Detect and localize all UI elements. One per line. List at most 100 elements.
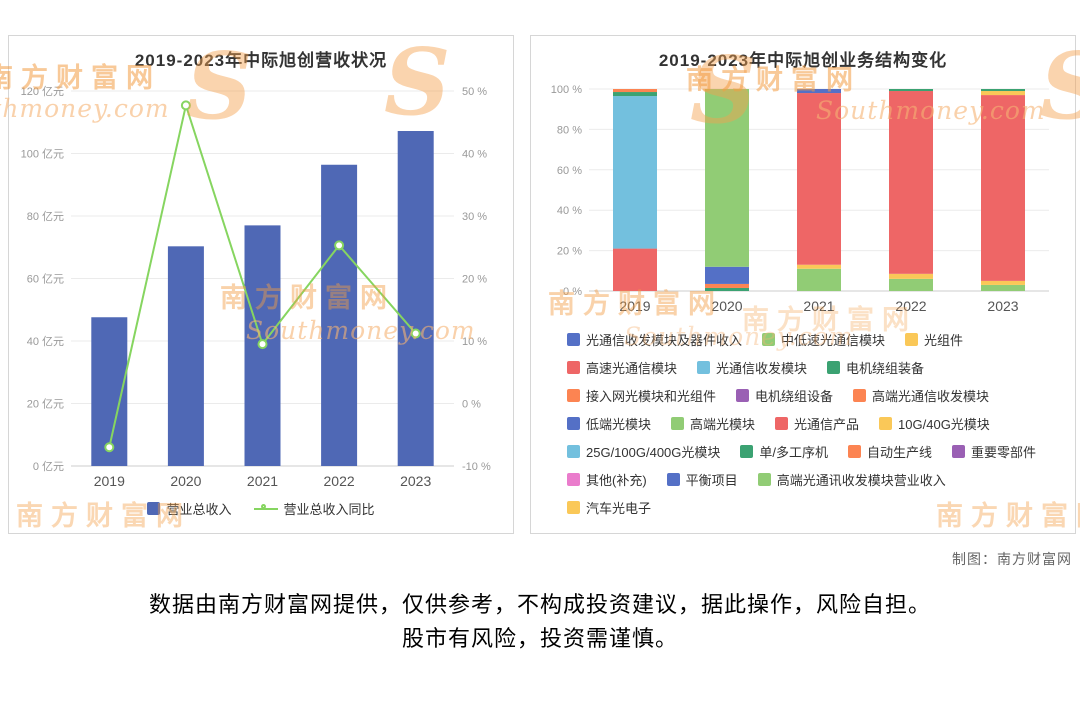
structure-chart-panel: 2019-2023年中际旭创业务结构变化 0 % 20 % 40 % 60 % 80 %…: [530, 35, 1076, 534]
yoy-point-2023: [410, 328, 421, 339]
legend-swatch: [740, 445, 754, 458]
legend-swatch: [567, 389, 580, 402]
revenue-chart-title: 2019-2023年中际旭创营收状况: [134, 51, 388, 70]
stack-segment: [981, 284, 1025, 291]
x-axis-label: 2020: [711, 298, 742, 314]
right-axis-tick: -10 %: [462, 461, 491, 473]
stack-segment: [981, 280, 1025, 285]
legend-item: 汽车光电子: [567, 498, 651, 517]
stack-segment: [613, 248, 657, 291]
legend-item: 单/多工序机: [740, 442, 828, 461]
stack-segment: [797, 264, 841, 269]
legend-swatch: [848, 445, 862, 458]
legend-label: 高端光通讯收发模块营业收入: [776, 473, 946, 488]
y-axis-tick: 0 %: [563, 286, 582, 298]
right-axis-tick: 40 %: [462, 149, 487, 161]
x-axis-label: 2023: [400, 473, 431, 489]
legend-label: 光通信收发模块: [716, 361, 808, 376]
stack-segment: [613, 89, 657, 93]
legend-item: 25G/100G/400G光模块: [567, 442, 720, 461]
stack-segment: [981, 89, 1025, 92]
legend-item: 低端光模块: [567, 414, 651, 433]
y-axis-tick: 60 %: [557, 165, 582, 177]
legend-label: 光通信产品: [794, 417, 860, 432]
stack-segment: [613, 96, 657, 249]
stack-segment: [981, 95, 1025, 281]
legend-item: 电机绕组装备: [827, 358, 924, 377]
legend-swatch: [671, 417, 685, 430]
y-axis-tick: 20 %: [557, 246, 582, 258]
legend-label: 平衡项目: [685, 473, 738, 488]
x-axis-label: 2022: [324, 473, 355, 489]
structure-chart: 0 % 20 % 40 % 60 % 80 % 100 % 2019 2020 2021 2022…: [551, 84, 1049, 314]
legend-label: 电机绕组设备: [755, 389, 834, 404]
legend-label: 自动生产线: [867, 445, 933, 460]
legend-label: 高速光通信模块: [586, 361, 678, 376]
legend-label: 25G/100G/400G光模块: [586, 445, 721, 460]
legend-item: 电机绕组设备: [736, 386, 833, 405]
disclaimer-line-2: 股市有风险，投资需谨慎。: [401, 626, 678, 651]
stack-segment: [889, 273, 933, 279]
stack-segment: [889, 91, 933, 274]
legend-label: 营业总收入同比: [283, 502, 375, 517]
legend-swatch: [567, 333, 580, 346]
right-axis-tick: 10 %: [462, 336, 487, 348]
structure-chart-title: 2019-2023年中际旭创业务结构变化: [658, 51, 948, 70]
yoy-point-2019: [104, 442, 115, 453]
stack-segment: [705, 266, 749, 284]
revenue-bar-2020: [167, 246, 204, 466]
legend-swatch: [905, 333, 919, 346]
x-axis-label: 2020: [170, 473, 201, 489]
stack-segment: [705, 283, 749, 288]
structure-chart-legend: 光通信收发模块及器件收入 中低速光通信模块 光组件 高速光通信模块 光通信收发模块 电机绕…: [567, 330, 1049, 517]
legend-item: 自动生产线: [848, 442, 932, 461]
legend-label: 中低速光通信模块: [781, 333, 886, 348]
x-axis-label: 2021: [247, 473, 278, 489]
stack-segment: [797, 268, 841, 291]
legend-label: 高端光模块: [690, 417, 756, 432]
legend-item: 高端光通信收发模块: [853, 386, 989, 405]
yoy-point-2020: [180, 100, 191, 111]
yoy-point-2021: [257, 339, 268, 350]
legend-item: 高端光通讯收发模块营业收入: [757, 470, 946, 489]
stack-segment: [705, 89, 749, 267]
stack-segment: [613, 92, 657, 97]
right-axis-tick: 20 %: [462, 274, 487, 286]
revenue-bar-2023: [397, 131, 434, 466]
left-axis-tick: 100 亿元: [21, 148, 64, 161]
left-axis-tick: 80 亿元: [27, 210, 64, 223]
stack-segment: [797, 89, 841, 94]
legend-label: 高端光通信收发模块: [872, 389, 990, 404]
x-axis-label: 2021: [803, 298, 834, 314]
right-axis-tick: 30 %: [462, 211, 487, 223]
legend-swatch: [775, 417, 789, 430]
legend-swatch: [736, 389, 750, 402]
legend-swatch: [827, 361, 841, 374]
legend-swatch: [567, 473, 580, 486]
legend-swatch: [757, 473, 771, 486]
legend-item: 高端光模块: [671, 414, 755, 433]
legend-swatch: [666, 473, 680, 486]
legend-item: 其他(补充): [567, 470, 647, 489]
y-axis-tick: 100 %: [551, 84, 582, 96]
legend-item: 高速光通信模块: [567, 358, 677, 377]
legend-label: 重要零部件: [971, 445, 1037, 460]
x-axis-label: 2019: [94, 473, 125, 489]
yoy-point-2022: [334, 240, 345, 251]
legend-item: 中低速光通信模块: [762, 330, 885, 349]
legend-item: 平衡项目: [666, 470, 738, 489]
legend-swatch: [853, 389, 867, 402]
legend-swatch: [697, 361, 711, 374]
legend-swatch-line: [253, 503, 278, 514]
legend-swatch: [567, 417, 580, 430]
legend-label: 接入网光模块和光组件: [586, 389, 717, 404]
legend-swatch: [567, 501, 580, 514]
legend-label: 汽车光电子: [586, 501, 652, 516]
left-axis-tick: 120 亿元: [21, 85, 64, 98]
stack-segment: [889, 89, 933, 92]
legend-label: 营业总收入: [166, 502, 232, 517]
disclaimer-line-1: 数据由南方财富网提供，仅供参考，不构成投资建议，据此操作，风险自担。: [148, 592, 931, 617]
revenue-chart-panel: 2019-2023年中际旭创营收状况 0 亿元 -10 % 20 亿元 0 % 40 亿…: [8, 35, 514, 534]
left-axis-tick: 40 亿元: [27, 335, 64, 348]
